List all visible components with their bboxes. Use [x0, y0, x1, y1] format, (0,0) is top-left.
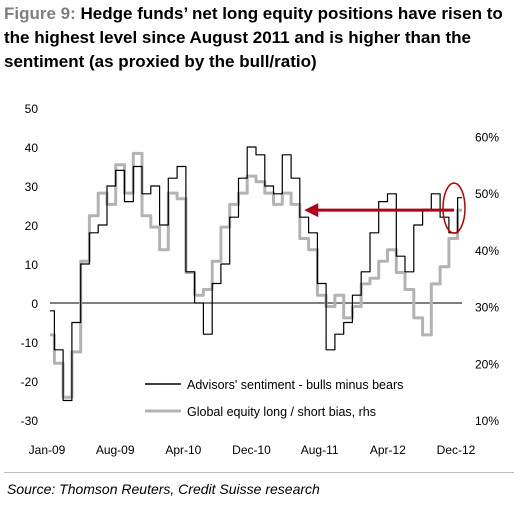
source-divider: [4, 472, 514, 473]
y-right-tick-label: 10%: [475, 414, 499, 428]
y-left-tick-label: -10: [21, 336, 39, 350]
x-tick-label: Dec-12: [437, 443, 476, 457]
y-left-tick-label: 20: [25, 219, 39, 233]
x-tick-label: Aug-11: [301, 443, 339, 457]
series-line-advisors-sentiment: [50, 146, 462, 402]
y-left-tick-label: 50: [25, 102, 39, 116]
figure-title: Figure 9: Hedge funds’ net long equity p…: [4, 2, 516, 74]
figure-title-text: Hedge funds’ net long equity positions h…: [4, 4, 503, 71]
arrow-head: [304, 203, 319, 218]
source-note: Source: Thomson Reuters, Credit Suisse r…: [7, 481, 320, 497]
y-right-tick-label: 20%: [475, 357, 499, 371]
y-right-tick-label: 50%: [475, 187, 499, 201]
y-left-tick-label: 0: [31, 297, 38, 311]
y-left-tick-label: 10: [25, 258, 39, 272]
y-right-tick-label: 30%: [475, 301, 499, 315]
series-line-global-equity-bias: [50, 151, 462, 399]
x-tick-label: Apr-12: [370, 443, 406, 457]
chart: -30 -20 -10 0 10 20 30 40 50 10% 20% 30% 40% 50% 60% Ja…: [21, 102, 500, 457]
y-left-tick-label: 40: [25, 141, 39, 155]
y-right-tick-label: 40%: [475, 244, 499, 258]
figure-label: Figure 9:: [4, 4, 76, 23]
x-tick-label: Jan-09: [29, 443, 66, 457]
legend-label-sentiment: Advisors' sentiment - bulls minus bears: [187, 378, 403, 392]
x-tick-label: Dec-10: [232, 443, 271, 457]
legend-label-bias: Global equity long / short bias, rhs: [187, 405, 376, 419]
y-left-tick-label: -20: [21, 375, 39, 389]
highlight-circle: [442, 182, 466, 234]
y-left-tick-label: 30: [25, 180, 39, 194]
y-right-tick-label: 60%: [475, 130, 499, 144]
x-tick-label: Apr-10: [165, 443, 201, 457]
x-tick-label: Aug-09: [96, 443, 135, 457]
y-left-tick-label: -30: [21, 414, 39, 428]
